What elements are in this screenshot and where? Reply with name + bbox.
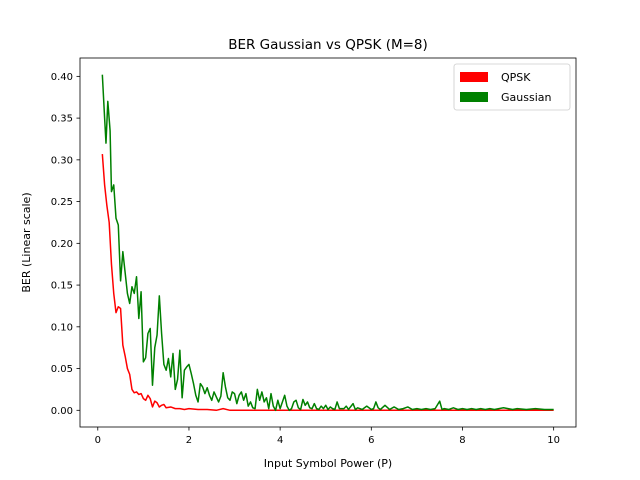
legend-label-gaussian: Gaussian bbox=[501, 91, 551, 104]
x-tick-label: 6 bbox=[368, 435, 374, 446]
y-tick-label: 0.20 bbox=[51, 239, 73, 250]
legend: QPSK Gaussian bbox=[453, 63, 571, 111]
x-axis-label: Input Symbol Power (P) bbox=[264, 457, 392, 470]
y-tick-label: 0.30 bbox=[51, 155, 73, 166]
legend-swatch-qpsk bbox=[460, 72, 488, 82]
x-tick-label: 10 bbox=[547, 435, 560, 446]
series-line-qpsk bbox=[101, 153, 554, 412]
y-tick-label: 0.35 bbox=[51, 114, 73, 125]
y-tick-label: 0.40 bbox=[51, 72, 73, 83]
x-axis: 0 2 4 6 8 10 bbox=[95, 427, 560, 446]
y-tick-label: 0.15 bbox=[51, 281, 73, 292]
plot-lines bbox=[101, 74, 554, 412]
x-tick-label: 2 bbox=[186, 435, 192, 446]
series-line-gaussian bbox=[101, 74, 554, 412]
y-tick-label: 0.00 bbox=[51, 406, 73, 417]
x-tick-label: 8 bbox=[459, 435, 465, 446]
chart-title: BER Gaussian vs QPSK (M=8) bbox=[228, 37, 428, 53]
y-axis-label: BER (Linear scale) bbox=[20, 192, 33, 292]
x-tick-label: 0 bbox=[95, 435, 101, 446]
y-tick-label: 0.05 bbox=[51, 364, 73, 375]
y-axis: 0.00 0.05 0.10 0.15 0.20 0.25 0.30 0.35 0.40 bbox=[51, 72, 80, 417]
y-tick-label: 0.25 bbox=[51, 197, 73, 208]
plot-area-frame bbox=[79, 57, 577, 428]
y-tick-label: 0.10 bbox=[51, 322, 73, 333]
x-tick-label: 4 bbox=[277, 435, 283, 446]
legend-swatch-gaussian bbox=[460, 92, 488, 102]
legend-label-qpsk: QPSK bbox=[501, 71, 531, 84]
